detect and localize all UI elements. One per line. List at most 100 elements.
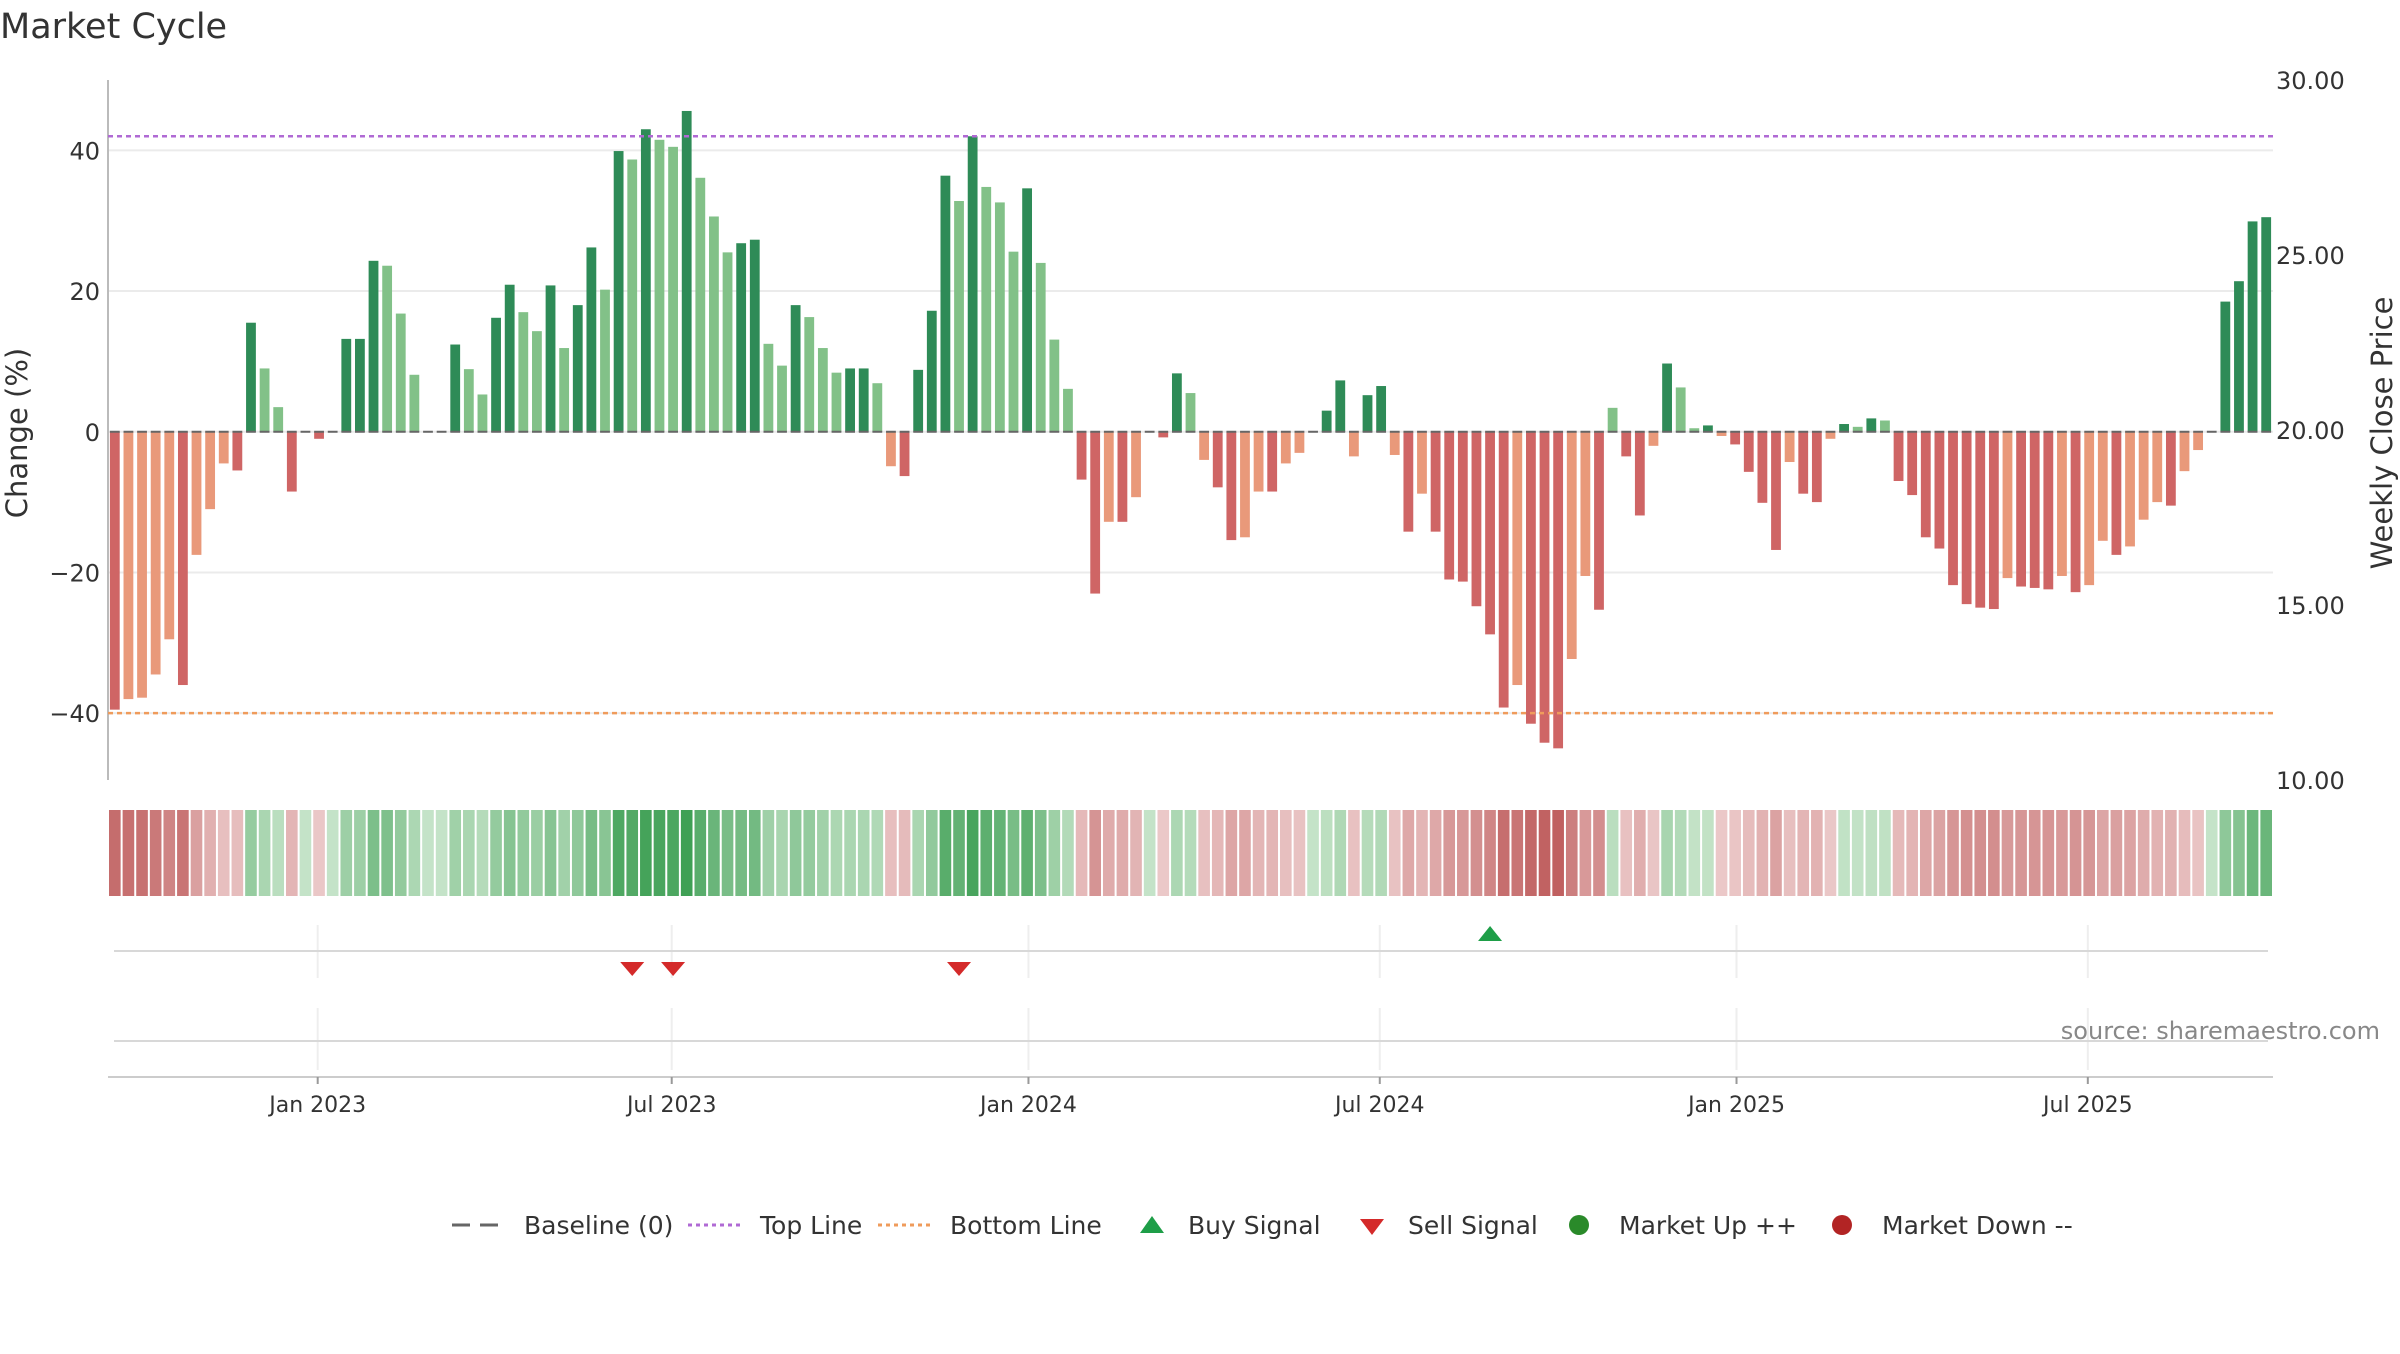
heat-cell <box>912 810 924 896</box>
reference-lines <box>108 135 2273 715</box>
change-bar <box>1948 431 1958 586</box>
change-bar <box>722 252 733 432</box>
x-tick-label: Jul 2025 <box>2041 1093 2133 1118</box>
change-bar <box>1049 339 1060 432</box>
legend-item: Market Up ++ <box>1569 1211 1797 1240</box>
change-bar <box>1063 388 1073 432</box>
change-bar <box>1171 373 1182 432</box>
heat-cell <box>299 810 312 896</box>
heat-cell <box>1933 810 1946 896</box>
heat-cell <box>231 810 244 896</box>
legend-label: Baseline (0) <box>524 1211 673 1240</box>
change-bar <box>681 110 692 432</box>
heat-cell <box>1375 810 1387 896</box>
change-bar <box>1022 188 1033 432</box>
change-bar <box>1267 431 1278 492</box>
change-bar <box>804 317 815 432</box>
heat-cell <box>2042 810 2055 896</box>
change-bar <box>191 431 202 555</box>
change-bar <box>1920 431 1931 538</box>
heat-cell <box>667 810 679 896</box>
change-bar <box>1988 431 1999 610</box>
heat-cell <box>463 810 475 896</box>
change-bar <box>1743 431 1754 472</box>
heat-cell <box>1334 810 1347 896</box>
heat-cell <box>2205 810 2218 896</box>
heat-cell <box>367 810 380 896</box>
change-bar <box>1185 393 1196 432</box>
change-bar <box>341 338 352 432</box>
heat-cell <box>190 810 203 896</box>
heat-cell <box>1266 810 1279 896</box>
heat-cell <box>204 810 216 896</box>
heat-cell <box>1307 810 1319 896</box>
y2-tick-label: 15.00 <box>2276 592 2345 620</box>
sell-signal-marker <box>661 962 686 976</box>
heat-cell <box>1783 810 1796 896</box>
heat-cell <box>1702 810 1714 896</box>
heat-cell <box>762 810 775 896</box>
heat-cell <box>1225 810 1238 896</box>
change-bar <box>654 139 665 432</box>
heat-cell <box>217 810 230 896</box>
change-bar <box>2220 301 2231 432</box>
heat-cell <box>1443 810 1456 896</box>
change-bar <box>1294 431 1305 453</box>
change-bar <box>504 284 515 432</box>
x-tick-label: Jan 2024 <box>978 1093 1077 1118</box>
change-bar <box>1335 380 1346 432</box>
buy-signal-marker <box>1478 926 1503 941</box>
change-bar <box>1716 431 1727 436</box>
heat-cell <box>612 810 625 896</box>
heat-cell <box>708 810 720 896</box>
y2-axis-label: Weekly Close Price <box>2365 297 2399 570</box>
change-bar <box>1131 431 1141 498</box>
change-bar <box>1212 431 1223 488</box>
change-bar <box>845 368 855 432</box>
change-bar <box>1430 431 1441 532</box>
change-bar <box>2152 431 2163 503</box>
heat-cell <box>885 810 897 896</box>
heat-cell <box>1211 810 1224 896</box>
heat-cell <box>1552 810 1564 896</box>
heat-cell <box>2165 810 2177 896</box>
x-tick-label: Jan 2023 <box>267 1093 366 1118</box>
heat-cell <box>585 810 598 896</box>
y-axis-label: Change (%) <box>0 348 34 518</box>
heat-cell <box>1484 810 1496 896</box>
change-bar <box>640 129 651 432</box>
change-bar <box>2043 431 2054 590</box>
change-bar <box>613 151 624 432</box>
legend-label: Top Line <box>759 1211 862 1240</box>
heat-cell <box>817 810 829 896</box>
heat-cell <box>503 810 516 896</box>
heat-cell <box>1756 810 1769 896</box>
change-bar <box>1730 431 1741 445</box>
heat-cell <box>122 810 135 896</box>
heat-cell <box>1062 810 1074 896</box>
heat-cell <box>517 810 530 896</box>
change-bar <box>1811 431 1822 503</box>
heat-cell <box>1021 810 1033 896</box>
heat-cell <box>2192 810 2204 896</box>
heat-cell <box>1729 810 1741 896</box>
heat-cell <box>2151 810 2164 896</box>
change-bar <box>2002 431 2013 579</box>
heat-cell <box>857 810 870 896</box>
heat-cell <box>258 810 271 896</box>
change-bar <box>967 136 978 432</box>
heat-cell <box>1007 810 1020 896</box>
heat-cell <box>735 810 747 896</box>
heat-cell <box>422 810 434 896</box>
heat-cell <box>1416 810 1428 896</box>
change-bar <box>1553 431 1564 749</box>
change-bar <box>1675 387 1686 432</box>
heat-cell <box>653 810 666 896</box>
change-bar <box>831 372 842 432</box>
change-bar <box>763 343 774 432</box>
heat-strip <box>109 810 2272 896</box>
change-bar <box>395 313 406 432</box>
change-bar <box>1348 431 1359 457</box>
bars-layer <box>109 110 2272 749</box>
change-bar <box>1403 431 1414 532</box>
